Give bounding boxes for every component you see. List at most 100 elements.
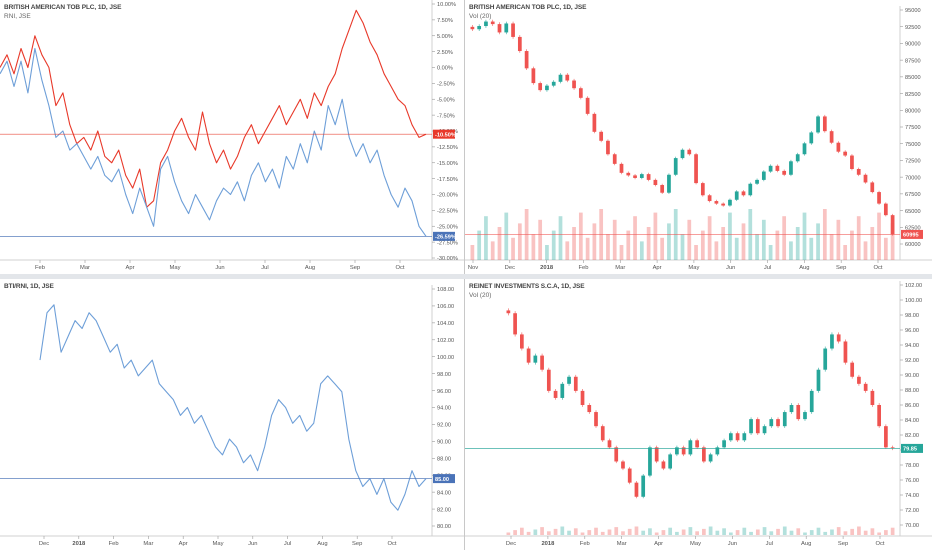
last-value-badge	[433, 231, 455, 241]
y-tick-label: 80.00	[437, 524, 451, 530]
candle-body	[526, 348, 531, 363]
candle-body	[511, 23, 515, 37]
candle-body	[700, 183, 705, 196]
volume-bar	[776, 528, 780, 535]
volume-bar	[572, 227, 576, 260]
candle-body	[592, 113, 597, 132]
y-tick-label: 72.00	[905, 508, 919, 514]
y-tick-label: -30.00%	[437, 256, 458, 262]
volume-bar	[639, 241, 644, 260]
volume-bar	[533, 529, 538, 535]
chart-panel-bti-vs-rni[interactable]: 10.00% 7.50% 5.00% 2.50% 0.00% -2.50% -5.00% -7…	[0, 0, 464, 274]
volume-bar	[680, 234, 685, 260]
x-tick-label: Dec	[506, 541, 516, 547]
x-tick-label: Aug	[799, 265, 809, 271]
candle-body	[626, 172, 631, 176]
volume-bar	[506, 532, 511, 535]
candle-body	[497, 24, 502, 33]
volume-bar	[578, 212, 583, 260]
y-tick-label: 98.00	[437, 372, 451, 378]
x-tick-label: May	[690, 541, 701, 547]
candle-body	[504, 23, 509, 33]
x-tick-label: Feb	[578, 265, 588, 271]
candle-body	[567, 376, 571, 384]
y-tick-label: 96.00	[905, 328, 919, 334]
candle-body	[761, 171, 766, 180]
chart-panel-bti-candles[interactable]: 95000 92500 90000 87500 85000 82500 80000 77500…	[465, 0, 932, 274]
candle-body	[850, 362, 855, 377]
volume-bar	[675, 531, 679, 535]
volume-indicator-label: Vol (20)	[469, 13, 492, 20]
horizontal-divider[interactable]	[0, 274, 932, 279]
y-tick-label: -22.50%	[437, 209, 458, 215]
candle-body	[619, 163, 624, 173]
x-tick-label: Feb	[109, 541, 119, 547]
chart-panel-bti-rni-ratio[interactable]: 108.00 106.00 104.00 102.00 100.00 98.00 96.00…	[0, 279, 464, 550]
last-value-badge	[433, 129, 455, 139]
volume-bar	[749, 531, 753, 535]
volume-indicator-label: Vol (20)	[469, 292, 492, 299]
chart-title: BTI/RNI, 1D, JSE	[4, 283, 54, 290]
candle-body	[857, 376, 861, 384]
candle-body	[477, 26, 482, 30]
comparison-chart[interactable]: 10.00% 7.50% 5.00% 2.50% 0.00% -2.50% -5.00% -7…	[0, 0, 464, 274]
candle-body	[673, 158, 678, 175]
y-tick-label: 102.00	[437, 338, 454, 344]
candle-body	[863, 383, 868, 391]
y-tick-label: 75000	[905, 142, 921, 148]
candle-body	[830, 334, 834, 349]
volume-bar	[594, 527, 598, 535]
y-tick-label: 96.00	[437, 389, 451, 395]
volume-bar	[843, 531, 848, 535]
x-tick-label: Oct	[387, 541, 396, 547]
volume-bar	[558, 216, 563, 260]
candlestick-chart[interactable]: 102.00 100.00 98.00 96.00 94.00 92.00 90.00 88.…	[465, 279, 932, 550]
candle-body	[519, 334, 524, 349]
candle-body	[540, 355, 544, 370]
volume-bar	[573, 528, 578, 535]
volume-bar	[728, 212, 732, 260]
y-tick-label: -7.50%	[437, 113, 455, 119]
volume-bar	[775, 230, 780, 260]
candle-body	[789, 405, 794, 413]
x-tick-label: Jul	[261, 265, 268, 271]
volume-bar	[734, 237, 739, 260]
y-tick-label: -5.00%	[437, 97, 455, 103]
volume-bar	[856, 216, 861, 260]
candle-body	[648, 447, 652, 476]
candle-body	[585, 97, 590, 114]
volume-bar	[830, 529, 834, 535]
y-tick-label: -2.50%	[437, 82, 455, 88]
volume-bar	[517, 223, 522, 260]
bti-line	[0, 9, 427, 208]
volume-bar	[843, 245, 848, 260]
volume-bar	[694, 245, 698, 260]
candle-body	[728, 199, 732, 206]
candle-body	[803, 412, 807, 420]
candle-body	[695, 440, 699, 448]
y-tick-label: 84.00	[437, 490, 451, 496]
y-tick-label: 87500	[905, 58, 921, 64]
candle-body	[748, 183, 753, 196]
x-tick-label: 2018	[72, 541, 86, 547]
candlestick-chart[interactable]: 95000 92500 90000 87500 85000 82500 80000 77500…	[465, 0, 932, 274]
volume-bar	[567, 530, 571, 535]
candle-body	[795, 154, 800, 162]
volume-bar	[728, 532, 733, 535]
volume-bar	[621, 531, 625, 535]
volume-bar	[688, 527, 693, 535]
candle-body	[661, 461, 666, 469]
chart-title: BRITISH AMERICAN TOB PLC, 1D, JSE	[469, 4, 587, 11]
candle-body	[538, 83, 543, 91]
volume-bar	[857, 526, 861, 535]
volume-bar	[681, 529, 686, 535]
y-tick-label: 60000	[905, 242, 921, 248]
candle-body	[836, 334, 841, 342]
y-tick-label: 84.00	[905, 418, 919, 424]
y-tick-label: 5.00%	[437, 34, 453, 40]
chart-panel-reinet-candles[interactable]: 102.00 100.00 98.00 96.00 94.00 92.00 90.00 88.…	[465, 279, 932, 550]
candle-body	[660, 185, 665, 193]
x-tick-label: Apr	[653, 265, 662, 271]
volume-bar	[538, 219, 543, 260]
ratio-chart[interactable]: 108.00 106.00 104.00 102.00 100.00 98.00 96.00…	[0, 279, 464, 550]
